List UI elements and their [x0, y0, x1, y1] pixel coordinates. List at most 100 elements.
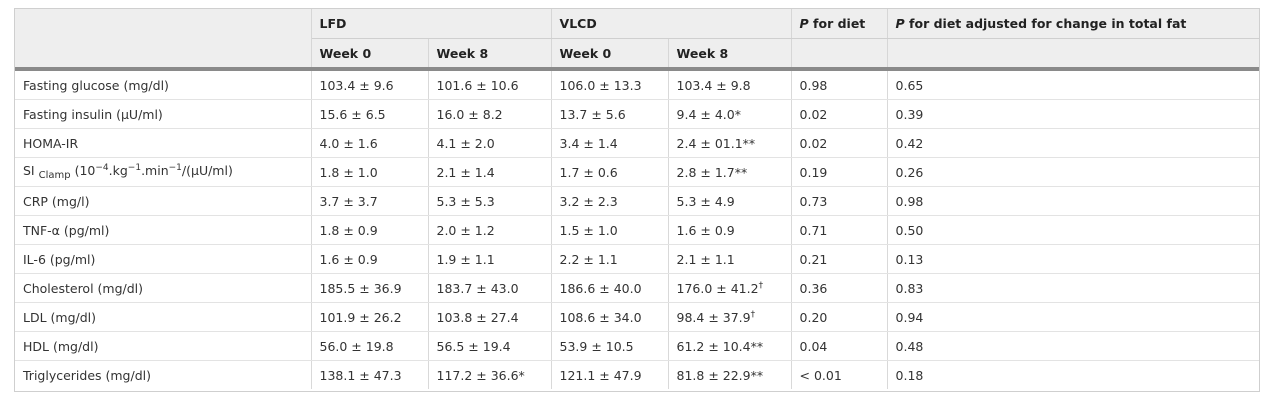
- cell-vlcd-week0: 13.7 ± 5.6: [551, 99, 669, 129]
- cell-lfd-week0: 4.0 ± 1.6: [311, 128, 429, 158]
- cell-vlcd-week8: 176.0 ± 41.2†: [668, 273, 792, 303]
- header-lfd-week0: Week 0: [311, 38, 429, 69]
- cell-vlcd-week8: 9.4 ± 4.0*: [668, 99, 792, 129]
- cell-vlcd-week0: 186.6 ± 40.0: [551, 273, 669, 303]
- cell-vlcd-week0: 108.6 ± 34.0: [551, 302, 669, 332]
- cell-vlcd-week8: 2.8 ± 1.7**: [668, 157, 792, 187]
- cell-vlcd-week0: 1.5 ± 1.0: [551, 215, 669, 245]
- table-row: Fasting insulin (μU/ml) 15.6 ± 6.5 16.0 …: [15, 99, 1259, 129]
- label-exponent-1: −4: [95, 163, 109, 173]
- cell-p-adjusted: 0.39: [887, 99, 1259, 129]
- header-p-diet: P for diet: [791, 9, 888, 39]
- cell-lfd-week8: 16.0 ± 8.2: [428, 99, 552, 129]
- cell-vlcd-week8-value: 98.4 ± 37.9: [676, 309, 751, 325]
- header-vlcd-week0: Week 0: [551, 38, 669, 69]
- cell-p-diet: 0.04: [791, 331, 888, 361]
- cell-p-diet: 0.02: [791, 99, 888, 129]
- cell-vlcd-week0: 53.9 ± 10.5: [551, 331, 669, 361]
- cell-vlcd-week0: 3.4 ± 1.4: [551, 128, 669, 158]
- cell-lfd-week0: 138.1 ± 47.3: [311, 360, 429, 389]
- cell-p-adjusted: 0.18: [895, 367, 924, 383]
- label-clamp-subscript: Clamp: [38, 170, 71, 181]
- table-row: HOMA-IR 4.0 ± 1.6 4.1 ± 2.0 3.4 ± 1.4 2.…: [15, 128, 1259, 158]
- table-row: Triglycerides (mg/dl) 138.1 ± 47.3 117.2…: [15, 360, 1259, 389]
- cell-vlcd-week8: 103.4 ± 9.8: [668, 69, 792, 100]
- cell-vlcd-week8-value: 176.0 ± 41.2: [676, 280, 759, 296]
- cell-lfd-week0: 101.9 ± 26.2: [311, 302, 429, 332]
- row-label: Fasting glucose (mg/dl): [15, 69, 312, 100]
- row-label: IL-6 (pg/ml): [15, 244, 312, 274]
- cell-vlcd-week8: 2.1 ± 1.1: [668, 244, 792, 274]
- header-lfd: LFD: [311, 9, 552, 39]
- table-row: TNF-α (pg/ml) 1.8 ± 0.9 2.0 ± 1.2 1.5 ± …: [15, 215, 1259, 245]
- cell-lfd-week8: 117.2 ± 36.6*: [428, 360, 552, 389]
- cell-lfd-week8: 2.1 ± 1.4: [428, 157, 552, 187]
- row-label: LDL (mg/dl): [15, 302, 312, 332]
- cell-p-adjusted: 0.50: [887, 215, 1259, 245]
- label-exponent-2: −1: [127, 163, 142, 173]
- cell-lfd-week8: 4.1 ± 2.0: [428, 128, 552, 158]
- cell-p-diet: < 0.01: [791, 360, 888, 389]
- cell-p-adjusted: 0.98: [887, 186, 1259, 216]
- cell-p-adjusted: 0.26: [887, 157, 1259, 187]
- cell-lfd-week8: 2.0 ± 1.2: [428, 215, 552, 245]
- label-si: SI: [23, 163, 35, 178]
- cell-p-diet: 0.98: [791, 69, 888, 100]
- cell-p-adjusted: 0.65: [887, 69, 1259, 100]
- row-label: TNF-α (pg/ml): [15, 215, 312, 245]
- cell-vlcd-week8: 61.2 ± 10.4**: [668, 331, 792, 361]
- table-row: Fasting glucose (mg/dl) 103.4 ± 9.6 101.…: [15, 69, 1259, 100]
- row-label: HOMA-IR: [15, 128, 312, 158]
- cell-lfd-week0: 185.5 ± 36.9: [311, 273, 429, 303]
- cell-vlcd-week8-value: 2.1 ± 1.1: [676, 251, 735, 267]
- cell-lfd-week0: 1.6 ± 0.9: [311, 244, 429, 274]
- cell-p-adjusted: 0.42: [887, 128, 1259, 158]
- cell-vlcd-week0: 3.2 ± 2.3: [551, 186, 669, 216]
- table-body: Fasting glucose (mg/dl) 103.4 ± 9.6 101.…: [15, 69, 1259, 389]
- cell-vlcd-week8-value: 5.3 ± 4.9: [676, 193, 735, 209]
- cell-vlcd-week8-value: 103.4 ± 9.8: [676, 77, 751, 93]
- results-table: LFD VLCD P for diet P for diet adjusted …: [15, 9, 1259, 389]
- cell-vlcd-week8-value: 2.8 ± 1.7**: [676, 164, 748, 180]
- cell-vlcd-week8: 1.6 ± 0.9: [668, 215, 792, 245]
- row-label: HDL (mg/dl): [15, 331, 312, 361]
- table-row: Cholesterol (mg/dl) 185.5 ± 36.9 183.7 ±…: [15, 273, 1259, 303]
- table-row: LDL (mg/dl) 101.9 ± 26.2 103.8 ± 27.4 10…: [15, 302, 1259, 332]
- row-label: Triglycerides (mg/dl): [15, 360, 312, 389]
- cell-lfd-week8: 56.5 ± 19.4: [428, 331, 552, 361]
- cell-lfd-week8: 1.9 ± 1.1: [428, 244, 552, 274]
- label-part-a: (10: [70, 163, 96, 178]
- cell-vlcd-week8-value: 81.8 ± 22.9**: [676, 367, 764, 383]
- cell-lfd-week0: 15.6 ± 6.5: [311, 99, 429, 129]
- cell-lfd-week0: 56.0 ± 19.8: [311, 331, 429, 361]
- header-p-adjusted-text: for diet adjusted for change in total fa…: [904, 16, 1187, 31]
- cell-vlcd-week8: 81.8 ± 22.9**: [668, 360, 792, 389]
- cell-vlcd-week8: 2.4 ± 01.1**: [668, 128, 792, 158]
- table-row: CRP (mg/l) 3.7 ± 3.7 5.3 ± 5.3 3.2 ± 2.3…: [15, 186, 1259, 216]
- cell-p-adjusted: 0.83: [887, 273, 1259, 303]
- cell-p-diet: 0.71: [791, 215, 888, 245]
- label-exponent-3: −1: [168, 163, 182, 173]
- cell-lfd-week8: 103.8 ± 27.4: [428, 302, 552, 332]
- cell-p-diet: 0.21: [791, 244, 888, 274]
- cell-vlcd-week8-value: 2.4 ± 01.1**: [676, 135, 756, 151]
- header-blank: [15, 9, 312, 39]
- header-p-adjusted-letter: P: [895, 16, 905, 31]
- header-p-adjusted: P for diet adjusted for change in total …: [887, 9, 1259, 39]
- cell-lfd-week8: 5.3 ± 5.3: [428, 186, 552, 216]
- header-blank-4: [887, 38, 1259, 69]
- cell-vlcd-week0: 2.2 ± 1.1: [551, 244, 669, 274]
- cell-p-diet: 0.19: [791, 157, 888, 187]
- table-header: LFD VLCD P for diet P for diet adjusted …: [15, 9, 1259, 69]
- row-label: Cholesterol (mg/dl): [15, 273, 312, 303]
- cell-p-diet: 0.20: [791, 302, 888, 332]
- cell-p-adjusted: 0.13: [887, 244, 1259, 274]
- header-blank-2: [15, 38, 312, 69]
- cell-vlcd-week0: 106.0 ± 13.3: [551, 69, 669, 100]
- header-vlcd-week8: Week 8: [668, 38, 792, 69]
- cell-vlcd-week8-value: 9.4 ± 4.0*: [676, 106, 741, 122]
- cell-vlcd-week0: 1.7 ± 0.6: [551, 157, 669, 187]
- row-label: CRP (mg/l): [15, 186, 312, 216]
- cell-p-diet: 0.73: [791, 186, 888, 216]
- cell-p-diet: 0.02: [791, 128, 888, 158]
